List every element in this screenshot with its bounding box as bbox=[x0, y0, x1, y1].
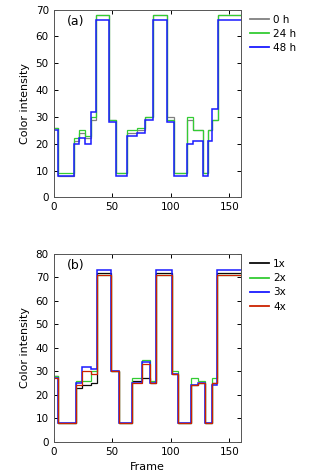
Text: (b): (b) bbox=[67, 259, 84, 273]
Legend: 0 h, 24 h, 48 h: 0 h, 24 h, 48 h bbox=[250, 15, 296, 53]
Legend: 1x, 2x, 3x, 4x: 1x, 2x, 3x, 4x bbox=[250, 259, 286, 312]
Text: (a): (a) bbox=[67, 15, 84, 28]
X-axis label: Frame: Frame bbox=[130, 462, 165, 472]
Y-axis label: Color intensity: Color intensity bbox=[20, 307, 30, 388]
Y-axis label: Color intensity: Color intensity bbox=[20, 63, 30, 144]
